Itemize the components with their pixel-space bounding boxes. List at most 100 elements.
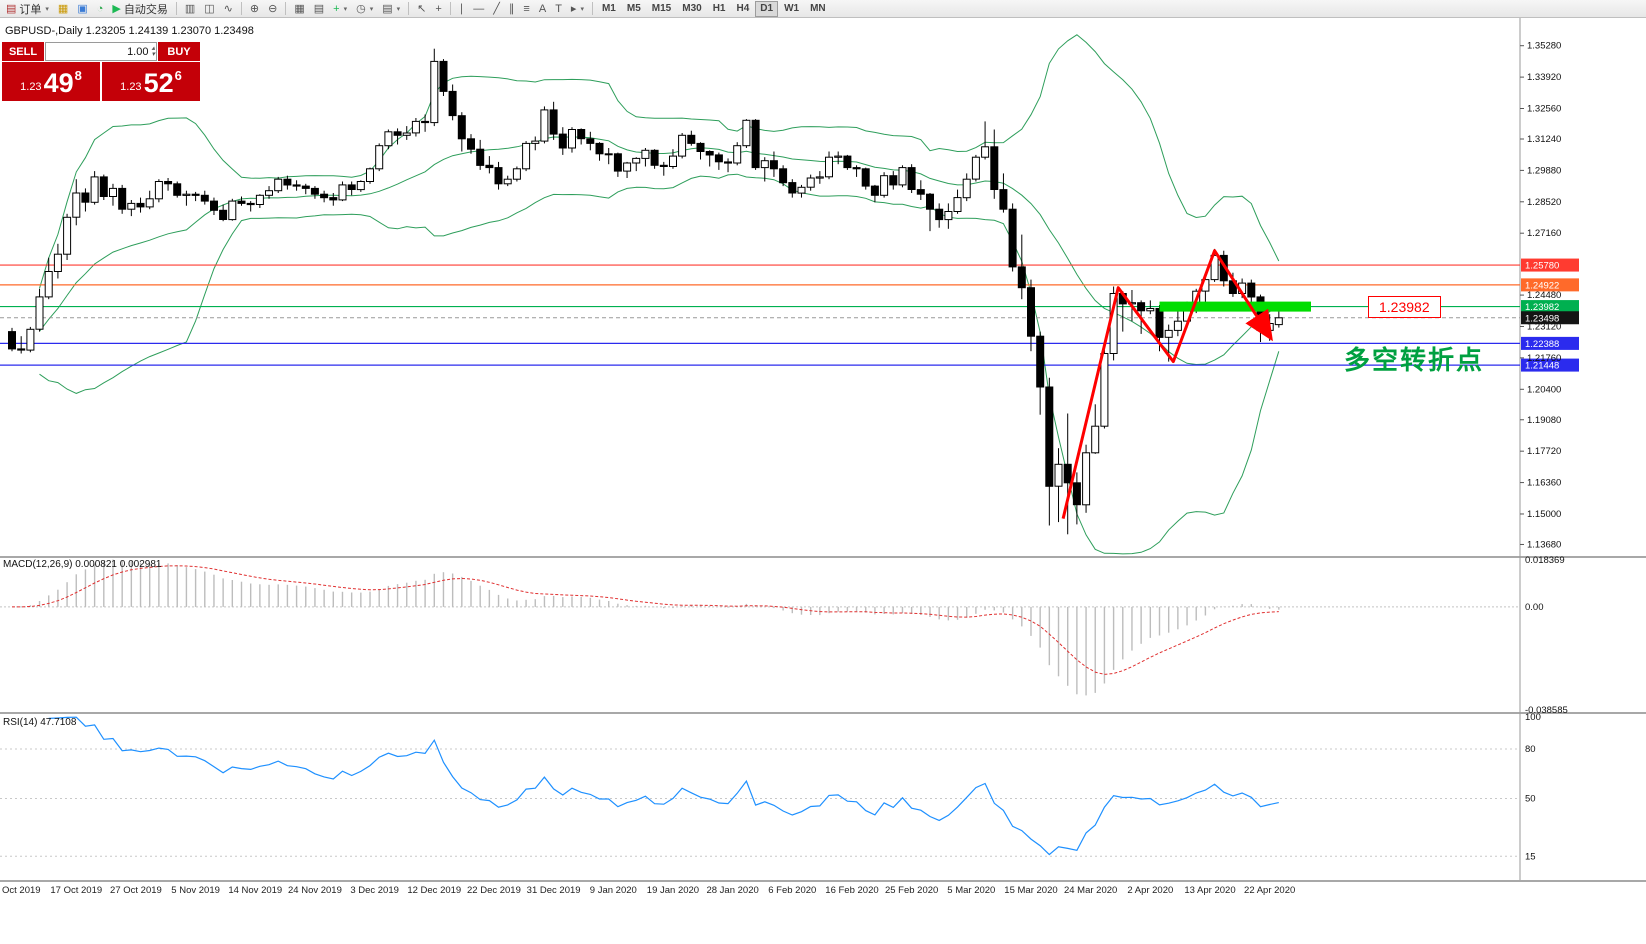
candlestick-chart-button[interactable]: ◫ [200, 1, 218, 17]
periods-icon: ◷ [356, 2, 366, 15]
time-axis[interactable]: Oct 2019 17 Oct 2019 27 Oct 2019 5 Nov 2019… [2, 885, 1295, 896]
alerts-button[interactable]: ◔ [93, 1, 108, 17]
horizontal-line-button[interactable]: ― [469, 1, 488, 17]
one-click-trading-widget: SELL 1.00 ▴ ▾ BUY 1.23 49 8 1.23 52 6 [2, 42, 200, 101]
buy-price-button[interactable]: 1.23 52 6 [102, 62, 200, 101]
svg-text:1.24480: 1.24480 [1527, 290, 1561, 301]
sell-button[interactable]: SELL [2, 42, 44, 61]
new-order-button[interactable]: ▤ 订单 ▾ [2, 1, 53, 17]
sell-price-small: 1.23 [20, 81, 42, 93]
bar-chart-button[interactable]: ▥ [181, 1, 199, 17]
main-toolbar: ▤ 订单 ▾ ▦ ▣ ◔ ▶ 自动交易 ▥ ◫ ∿ ⊕ ⊖ ▦ ▤ + ▾ ◷ ▾ ▤ ▾ ↖ + ∣ ― ╱ ∥ ≡ A T ▸ ▾ M1 M5… [0, 0, 1646, 18]
text-label-button[interactable]: T [551, 1, 566, 17]
timeframe-w1[interactable]: W1 [779, 1, 804, 17]
svg-text:1.23498: 1.23498 [1525, 313, 1559, 324]
zoom-out-button[interactable]: ⊖ [264, 1, 281, 17]
toolbar-separator [285, 2, 287, 15]
pane-separator[interactable] [0, 556, 1646, 558]
svg-text:100: 100 [1525, 712, 1541, 723]
autotrading-icon: ▶ [112, 2, 121, 15]
periods-button[interactable]: ◷ ▾ [352, 1, 377, 17]
fibonacci-button[interactable]: ≡ [519, 1, 533, 17]
svg-text:5 Mar 2020: 5 Mar 2020 [947, 885, 995, 896]
rsi-pane: 100 80 50 15 [0, 712, 1541, 862]
svg-text:1.17720: 1.17720 [1527, 446, 1561, 457]
alerts-icon: ◔ [96, 2, 104, 15]
zigzag-trend-annotation[interactable] [1061, 249, 1273, 519]
turning-point-annotation: 多空转折点 [1344, 345, 1485, 375]
grid-button[interactable]: ▤ [310, 1, 328, 17]
chart-title: GBPUSD-,Daily 1.23205 1.24139 1.23070 1.… [5, 25, 254, 37]
buy-button[interactable]: BUY [158, 42, 200, 61]
chevron-down-icon: ▾ [580, 5, 584, 13]
macd-indicator-label: MACD(12,26,9) 0.000821 0.002981 [3, 559, 162, 570]
timeframe-m1[interactable]: M1 [597, 1, 621, 17]
arrows-icon: ▸ [570, 2, 577, 15]
volume-down-icon[interactable]: ▾ [151, 50, 155, 58]
bar-chart-icon: ▥ [184, 2, 196, 15]
volume-up-icon[interactable]: ▴ [151, 44, 155, 52]
svg-text:3 Dec 2019: 3 Dec 2019 [350, 885, 399, 896]
zoom-out-icon: ⊖ [268, 2, 278, 15]
indicators-add-button[interactable]: + ▾ [329, 1, 351, 17]
volume-spinner[interactable]: ▴ ▾ [151, 44, 155, 58]
zoom-in-button[interactable]: ⊕ [246, 1, 263, 17]
auto-arrange-button[interactable]: ▦ [290, 1, 308, 17]
pane-separator[interactable] [0, 712, 1646, 714]
templates-button[interactable]: ▤ ▾ [378, 1, 404, 17]
autotrading-button[interactable]: ▶ 自动交易 [108, 1, 171, 17]
autotrading-label: 自动交易 [123, 3, 168, 16]
rsi-indicator-label: RSI(14) 47.7108 [3, 717, 77, 728]
toolbar-separator [408, 2, 410, 15]
svg-text:1.23982: 1.23982 [1525, 302, 1559, 313]
svg-text:1.21760: 1.21760 [1527, 353, 1561, 364]
timeframe-m5[interactable]: M5 [622, 1, 646, 17]
svg-text:14 Nov 2019: 14 Nov 2019 [228, 885, 282, 896]
svg-text:16 Feb 2020: 16 Feb 2020 [825, 885, 878, 896]
timeframe-mn[interactable]: MN [805, 1, 831, 17]
buy-price-big: 52 [143, 68, 174, 98]
crosshair-icon: + [435, 2, 442, 15]
arrows-button[interactable]: ▸ ▾ [567, 1, 588, 17]
horizontal-line-icon: ― [473, 2, 485, 15]
line-chart-button[interactable]: ∿ [220, 1, 237, 17]
text-button[interactable]: A [535, 1, 550, 17]
vertical-line-icon: ∣ [458, 2, 465, 15]
crosshair-button[interactable]: + [431, 1, 445, 17]
timeframe-m30[interactable]: M30 [677, 1, 706, 17]
svg-text:13 Apr 2020: 13 Apr 2020 [1184, 885, 1235, 896]
charts-button[interactable]: ▦ [54, 1, 72, 17]
fibonacci-icon: ≡ [523, 2, 530, 15]
zoom-in-icon: ⊕ [249, 2, 260, 15]
trendline-button[interactable]: ╱ [489, 1, 504, 17]
cursor-button[interactable]: ↖ [413, 1, 430, 17]
timeframe-h1[interactable]: H1 [708, 1, 731, 17]
volume-input[interactable]: 1.00 ▴ ▾ [45, 42, 157, 61]
timeframe-m15[interactable]: M15 [647, 1, 676, 17]
timeframe-h4[interactable]: H4 [731, 1, 754, 17]
price-level-tag[interactable]: 1.23982 [1368, 296, 1441, 318]
indicators-add-icon: + [333, 2, 340, 15]
channel-button[interactable]: ∥ [505, 1, 519, 17]
chevron-down-icon: ▾ [343, 5, 348, 13]
macd-pane: 0.018369 0.00 -0.038585 [0, 555, 1568, 716]
toolbar-separator [175, 2, 177, 15]
svg-text:25 Feb 2020: 25 Feb 2020 [885, 885, 938, 896]
pane-separator[interactable] [0, 880, 1646, 882]
cursor-icon: ↖ [417, 2, 427, 15]
svg-text:1.24922: 1.24922 [1525, 280, 1559, 291]
profiles-button[interactable]: ▣ [73, 1, 91, 17]
macd-signal-line [12, 565, 1279, 675]
svg-text:1.16360: 1.16360 [1527, 478, 1561, 489]
timeframe-d1[interactable]: D1 [755, 0, 779, 17]
toolbar-separator [240, 2, 242, 15]
chevron-down-icon: ▾ [45, 5, 49, 13]
trendline-icon: ╱ [493, 2, 500, 15]
support-zone-bar[interactable] [1159, 301, 1312, 312]
vertical-line-button[interactable]: ∣ [455, 1, 469, 17]
sell-price-button[interactable]: 1.23 49 8 [2, 62, 100, 101]
svg-text:50: 50 [1525, 794, 1536, 805]
price-axis[interactable]: 1.35280 1.33920 1.32560 1.31240 1.29880 1.285… [1520, 41, 1561, 551]
